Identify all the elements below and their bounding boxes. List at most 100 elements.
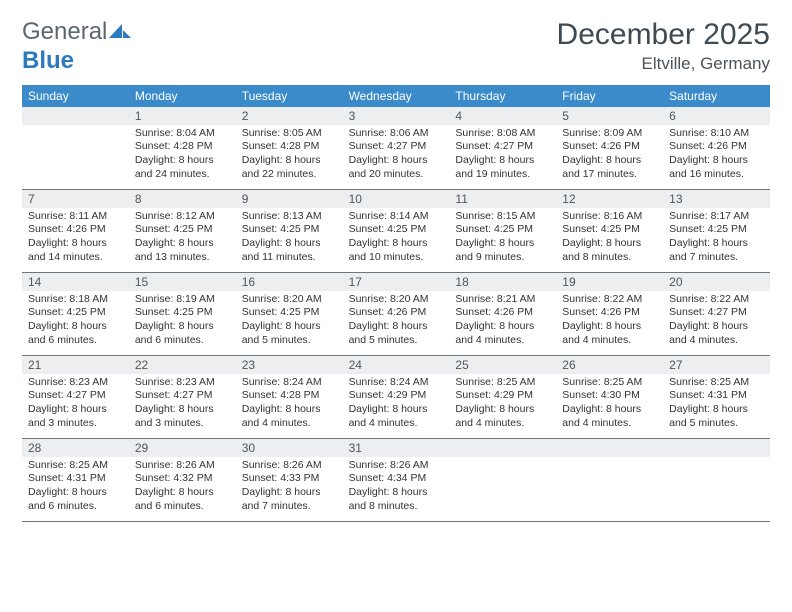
sunrise-line: Sunrise: 8:23 AM <box>28 376 123 390</box>
day-cell: 16Sunrise: 8:20 AMSunset: 4:25 PMDayligh… <box>236 273 343 355</box>
sunrise-line: Sunrise: 8:22 AM <box>562 293 657 307</box>
daylight-line: Daylight: 8 hours and 20 minutes. <box>349 154 444 181</box>
day-body: Sunrise: 8:25 AMSunset: 4:31 PMDaylight:… <box>22 457 129 518</box>
day-cell: 24Sunrise: 8:24 AMSunset: 4:29 PMDayligh… <box>343 356 450 438</box>
sunset-line: Sunset: 4:30 PM <box>562 389 657 403</box>
day-body: Sunrise: 8:16 AMSunset: 4:25 PMDaylight:… <box>556 208 663 269</box>
dow-cell: Sunday <box>22 85 129 107</box>
day-number: 5 <box>556 107 663 125</box>
sunset-line: Sunset: 4:29 PM <box>349 389 444 403</box>
daylight-line: Daylight: 8 hours and 8 minutes. <box>349 486 444 513</box>
week-row: 28Sunrise: 8:25 AMSunset: 4:31 PMDayligh… <box>22 439 770 522</box>
day-cell: 18Sunrise: 8:21 AMSunset: 4:26 PMDayligh… <box>449 273 556 355</box>
day-number: 1 <box>129 107 236 125</box>
sunset-line: Sunset: 4:25 PM <box>455 223 550 237</box>
sunrise-line: Sunrise: 8:18 AM <box>28 293 123 307</box>
daylight-line: Daylight: 8 hours and 6 minutes. <box>135 320 230 347</box>
weeks-container: 1Sunrise: 8:04 AMSunset: 4:28 PMDaylight… <box>22 107 770 522</box>
sunset-line: Sunset: 4:32 PM <box>135 472 230 486</box>
week-row: 1Sunrise: 8:04 AMSunset: 4:28 PMDaylight… <box>22 107 770 190</box>
sunset-line: Sunset: 4:25 PM <box>28 306 123 320</box>
sunset-line: Sunset: 4:25 PM <box>242 223 337 237</box>
sunrise-line: Sunrise: 8:25 AM <box>455 376 550 390</box>
daylight-line: Daylight: 8 hours and 5 minutes. <box>242 320 337 347</box>
day-body: Sunrise: 8:23 AMSunset: 4:27 PMDaylight:… <box>22 374 129 435</box>
day-body: Sunrise: 8:05 AMSunset: 4:28 PMDaylight:… <box>236 125 343 186</box>
daylight-line: Daylight: 8 hours and 6 minutes. <box>135 486 230 513</box>
dow-cell: Wednesday <box>343 85 450 107</box>
day-number: 3 <box>343 107 450 125</box>
sunset-line: Sunset: 4:27 PM <box>135 389 230 403</box>
daylight-line: Daylight: 8 hours and 22 minutes. <box>242 154 337 181</box>
week-row: 21Sunrise: 8:23 AMSunset: 4:27 PMDayligh… <box>22 356 770 439</box>
dow-cell: Friday <box>556 85 663 107</box>
day-number: 30 <box>236 439 343 457</box>
day-cell <box>556 439 663 521</box>
day-cell: 19Sunrise: 8:22 AMSunset: 4:26 PMDayligh… <box>556 273 663 355</box>
logo-text: General Blue <box>22 18 131 75</box>
day-number: 9 <box>236 190 343 208</box>
day-body: Sunrise: 8:08 AMSunset: 4:27 PMDaylight:… <box>449 125 556 186</box>
day-cell: 12Sunrise: 8:16 AMSunset: 4:25 PMDayligh… <box>556 190 663 272</box>
logo: General Blue <box>22 18 131 75</box>
sunset-line: Sunset: 4:28 PM <box>242 389 337 403</box>
daylight-line: Daylight: 8 hours and 14 minutes. <box>28 237 123 264</box>
day-cell: 9Sunrise: 8:13 AMSunset: 4:25 PMDaylight… <box>236 190 343 272</box>
day-number: 8 <box>129 190 236 208</box>
sunset-line: Sunset: 4:29 PM <box>455 389 550 403</box>
sunset-line: Sunset: 4:27 PM <box>349 140 444 154</box>
sunset-line: Sunset: 4:25 PM <box>669 223 764 237</box>
day-cell: 3Sunrise: 8:06 AMSunset: 4:27 PMDaylight… <box>343 107 450 189</box>
sunset-line: Sunset: 4:26 PM <box>349 306 444 320</box>
day-body: Sunrise: 8:26 AMSunset: 4:34 PMDaylight:… <box>343 457 450 518</box>
daylight-line: Daylight: 8 hours and 5 minutes. <box>669 403 764 430</box>
sunrise-line: Sunrise: 8:11 AM <box>28 210 123 224</box>
daylight-line: Daylight: 8 hours and 19 minutes. <box>455 154 550 181</box>
day-cell: 27Sunrise: 8:25 AMSunset: 4:31 PMDayligh… <box>663 356 770 438</box>
sunset-line: Sunset: 4:28 PM <box>242 140 337 154</box>
daylight-line: Daylight: 8 hours and 4 minutes. <box>562 403 657 430</box>
day-body: Sunrise: 8:12 AMSunset: 4:25 PMDaylight:… <box>129 208 236 269</box>
logo-sail-icon <box>109 19 131 47</box>
day-cell: 11Sunrise: 8:15 AMSunset: 4:25 PMDayligh… <box>449 190 556 272</box>
day-body: Sunrise: 8:04 AMSunset: 4:28 PMDaylight:… <box>129 125 236 186</box>
daylight-line: Daylight: 8 hours and 3 minutes. <box>135 403 230 430</box>
sunset-line: Sunset: 4:27 PM <box>28 389 123 403</box>
dow-cell: Monday <box>129 85 236 107</box>
sunrise-line: Sunrise: 8:08 AM <box>455 127 550 141</box>
sunset-line: Sunset: 4:25 PM <box>135 223 230 237</box>
sunset-line: Sunset: 4:26 PM <box>562 306 657 320</box>
sunset-line: Sunset: 4:25 PM <box>562 223 657 237</box>
day-number: 4 <box>449 107 556 125</box>
day-cell: 8Sunrise: 8:12 AMSunset: 4:25 PMDaylight… <box>129 190 236 272</box>
day-number: 6 <box>663 107 770 125</box>
sunrise-line: Sunrise: 8:20 AM <box>349 293 444 307</box>
sunset-line: Sunset: 4:33 PM <box>242 472 337 486</box>
daylight-line: Daylight: 8 hours and 4 minutes. <box>242 403 337 430</box>
day-number: 12 <box>556 190 663 208</box>
sunrise-line: Sunrise: 8:19 AM <box>135 293 230 307</box>
day-number: 26 <box>556 356 663 374</box>
day-cell: 31Sunrise: 8:26 AMSunset: 4:34 PMDayligh… <box>343 439 450 521</box>
sunrise-line: Sunrise: 8:25 AM <box>562 376 657 390</box>
day-number: 13 <box>663 190 770 208</box>
daylight-line: Daylight: 8 hours and 9 minutes. <box>455 237 550 264</box>
logo-text-1: General <box>22 18 107 45</box>
day-body: Sunrise: 8:19 AMSunset: 4:25 PMDaylight:… <box>129 291 236 352</box>
daylight-line: Daylight: 8 hours and 8 minutes. <box>562 237 657 264</box>
day-cell: 20Sunrise: 8:22 AMSunset: 4:27 PMDayligh… <box>663 273 770 355</box>
sunset-line: Sunset: 4:31 PM <box>669 389 764 403</box>
day-cell <box>663 439 770 521</box>
daylight-line: Daylight: 8 hours and 7 minutes. <box>669 237 764 264</box>
day-number: 27 <box>663 356 770 374</box>
sunrise-line: Sunrise: 8:05 AM <box>242 127 337 141</box>
day-number: 28 <box>22 439 129 457</box>
daylight-line: Daylight: 8 hours and 4 minutes. <box>349 403 444 430</box>
day-number: 31 <box>343 439 450 457</box>
daylight-line: Daylight: 8 hours and 6 minutes. <box>28 320 123 347</box>
day-cell: 21Sunrise: 8:23 AMSunset: 4:27 PMDayligh… <box>22 356 129 438</box>
day-number: 22 <box>129 356 236 374</box>
day-body: Sunrise: 8:09 AMSunset: 4:26 PMDaylight:… <box>556 125 663 186</box>
sunset-line: Sunset: 4:31 PM <box>28 472 123 486</box>
day-number <box>22 107 129 125</box>
